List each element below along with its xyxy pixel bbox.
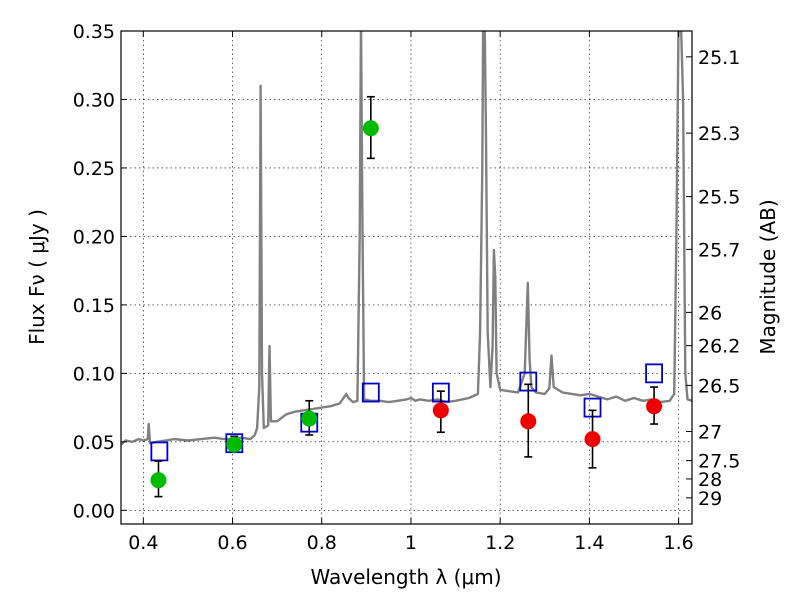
data-point: [584, 431, 601, 448]
data-point: [646, 398, 663, 415]
y-tick-label: 0.05: [73, 432, 115, 454]
y-tick-label: 0.10: [73, 363, 115, 385]
y2-tick-label: 25.5: [698, 187, 740, 209]
y-tick-label: 0.20: [73, 226, 115, 248]
data-point: [362, 120, 379, 137]
x-tick-label: 0.6: [217, 532, 247, 554]
y2-tick-label: 25.7: [698, 239, 740, 261]
y2-tick-label: 27: [698, 422, 722, 444]
plot-frame: [120, 30, 693, 525]
x-tick-label: 0.4: [128, 532, 158, 554]
y2-tick-label: 25.1: [698, 47, 740, 69]
y2-tick-label: 28: [698, 469, 722, 491]
model-box-marker: [645, 363, 663, 384]
data-point: [432, 402, 449, 419]
y2-tick-label: 29: [698, 488, 722, 510]
spectrum-line: [121, 31, 692, 446]
y2-tick-label: 25.3: [698, 123, 740, 145]
data-layer: [121, 31, 692, 498]
model-box-marker: [361, 382, 380, 403]
x-tick-label: 1.6: [664, 532, 694, 554]
ticks: 0.4 0.6 0.8 1 1.2 1.4 1.6 0.00 0.05 0.10 0.15 0.20 0…: [73, 21, 741, 554]
y2-axis-title: Magnitude (AB): [756, 199, 780, 354]
y-tick-label: 0.00: [73, 500, 115, 522]
y2-tick-label: 27.5: [698, 451, 740, 473]
x-tick-label: 1.4: [574, 532, 604, 554]
y-tick-label: 0.30: [73, 89, 115, 111]
plot-area: [121, 31, 692, 498]
y-tick-label: 0.35: [73, 21, 115, 43]
data-point: [226, 436, 243, 453]
x-tick-label: 1: [405, 532, 417, 554]
x-tick-label: 1.2: [485, 532, 515, 554]
data-point: [520, 413, 537, 430]
data-point: [150, 472, 167, 489]
y2-tick-label: 26: [698, 302, 722, 324]
x-axis-title: Wavelength λ (μm): [310, 565, 501, 589]
y2-tick-label: 26.2: [698, 336, 740, 358]
model-box-marker: [150, 441, 169, 462]
y-tick-label: 0.25: [73, 158, 115, 180]
y-axis-title: Flux Fν ( μJy ): [25, 209, 49, 345]
grid: [121, 30, 692, 524]
y-tick-label: 0.15: [73, 295, 115, 317]
x-tick-label: 0.8: [307, 532, 337, 554]
data-point: [301, 410, 318, 427]
y2-tick-label: 26.5: [698, 375, 740, 397]
